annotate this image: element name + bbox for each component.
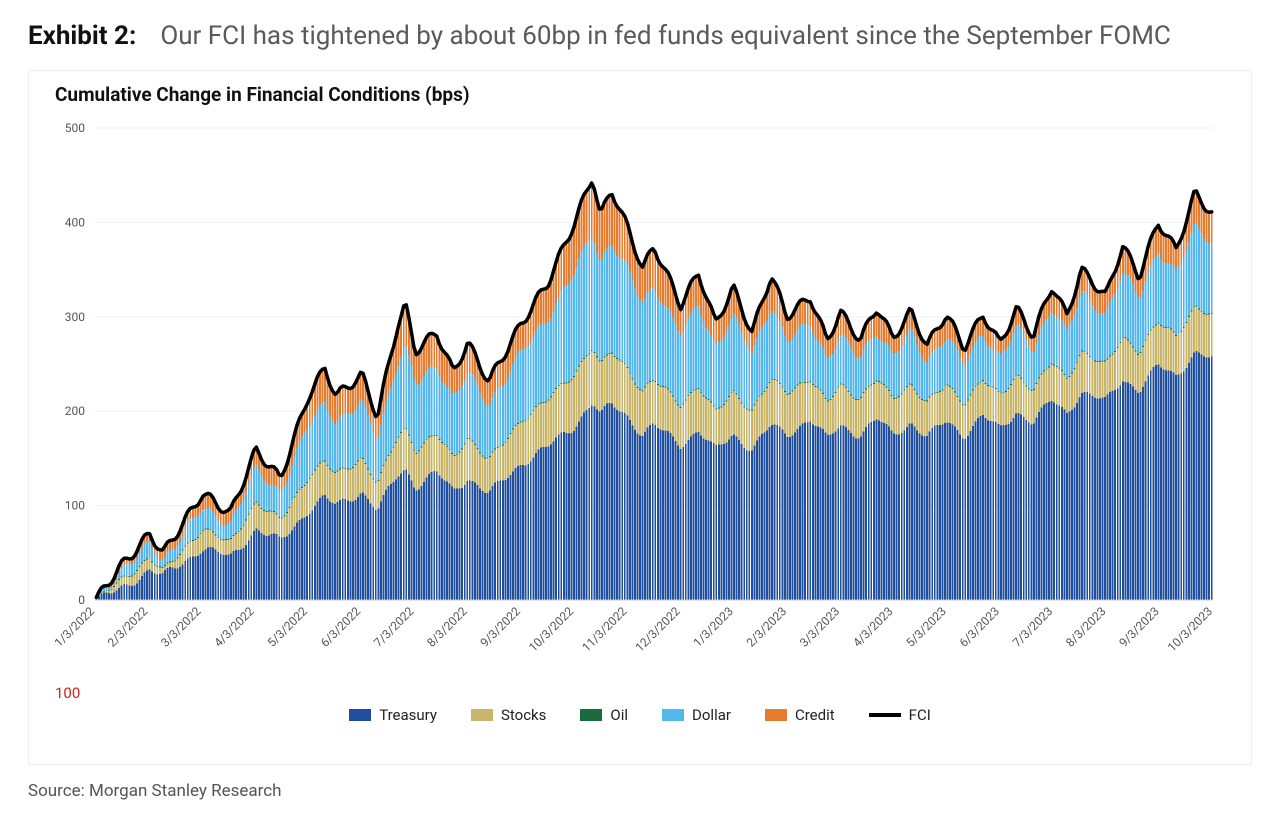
legend-label: Treasury <box>379 706 437 724</box>
x-tick-label: 1/3/2022 <box>52 604 98 650</box>
x-tick-label: 4/3/2023 <box>850 604 896 650</box>
chart-svg: 0 100 200 300 400 500 1/3/20222/3/20223/3/2022… <box>47 108 1227 678</box>
legend-label: Stocks <box>501 706 546 724</box>
legend-item-stocks: Stocks <box>471 706 546 724</box>
x-tick-label: 9/3/2023 <box>1116 604 1162 650</box>
legend-item-credit: Credit <box>765 706 835 724</box>
x-tick-label: 8/3/2022 <box>424 604 470 650</box>
legend-item-treasury: Treasury <box>349 706 437 724</box>
svg-text:500: 500 <box>65 121 85 135</box>
exhibit-label: Exhibit 2: <box>28 21 136 51</box>
x-tick-label: 1/3/2023 <box>690 604 736 650</box>
legend-label: Dollar <box>692 706 731 724</box>
legend-item-oil: Oil <box>580 706 628 724</box>
exhibit-header: Exhibit 2: Our FCI has tightened by about… <box>28 18 1252 56</box>
x-tick-label: 11/3/2022 <box>579 604 629 654</box>
x-tick-label: 2/3/2022 <box>105 604 151 650</box>
legend-label: Credit <box>795 706 835 724</box>
x-tick-label: 6/3/2022 <box>318 604 364 650</box>
legend-item-dollar: Dollar <box>662 706 731 724</box>
legend-swatch <box>765 709 787 721</box>
x-tick-label: 12/3/2022 <box>632 604 682 654</box>
x-tick-label: 9/3/2022 <box>478 604 524 650</box>
svg-text:200: 200 <box>65 404 85 418</box>
x-tick-label: 5/3/2023 <box>903 604 949 650</box>
legend-label: FCI <box>909 706 931 724</box>
x-tick-label: 10/3/2022 <box>526 604 576 654</box>
chart-title: Cumulative Change in Financial Condition… <box>55 83 1233 106</box>
chart-legend: Treasury Stocks Oil Dollar Credit FCI <box>47 706 1233 724</box>
svg-text:400: 400 <box>65 215 85 229</box>
source-text: Source: Morgan Stanley Research <box>28 781 1252 801</box>
exhibit-title: Our FCI has tightened by about 60bp in f… <box>160 21 1171 51</box>
page-root: Exhibit 2: Our FCI has tightened by about… <box>0 0 1280 825</box>
legend-label: Oil <box>610 706 628 724</box>
x-tick-label: 7/3/2023 <box>1010 604 1056 650</box>
legend-swatch <box>349 709 371 721</box>
chart-canvas-wrap: 0 100 200 300 400 500 1/3/20222/3/20223/3/2022… <box>47 108 1233 682</box>
legend-line-swatch <box>869 713 901 717</box>
red-annotation: 100 <box>55 684 1233 702</box>
x-tick-label: 2/3/2023 <box>744 604 790 650</box>
x-tick-label: 3/3/2022 <box>158 604 204 650</box>
svg-text:100: 100 <box>65 498 85 512</box>
x-tick-label: 5/3/2022 <box>265 604 311 650</box>
x-tick-label: 6/3/2023 <box>957 604 1003 650</box>
x-tick-label: 4/3/2022 <box>211 604 257 650</box>
legend-swatch <box>580 709 602 721</box>
svg-text:0: 0 <box>78 593 85 607</box>
x-tick-label: 8/3/2023 <box>1063 604 1109 650</box>
legend-item-fci: FCI <box>869 706 931 724</box>
x-tick-label: 7/3/2022 <box>371 604 417 650</box>
chart-frame: Cumulative Change in Financial Condition… <box>28 70 1252 765</box>
svg-text:300: 300 <box>65 309 85 323</box>
legend-swatch <box>662 709 684 721</box>
x-tick-label: 10/3/2023 <box>1165 604 1215 654</box>
x-tick-label: 3/3/2023 <box>797 604 843 650</box>
legend-swatch <box>471 709 493 721</box>
